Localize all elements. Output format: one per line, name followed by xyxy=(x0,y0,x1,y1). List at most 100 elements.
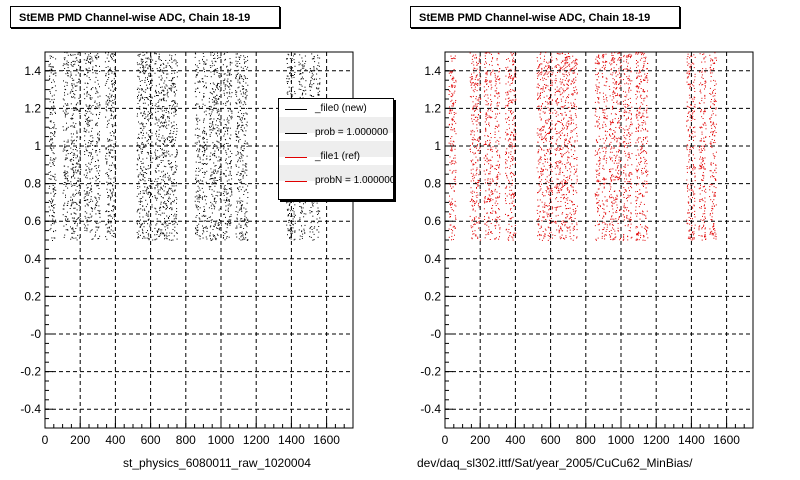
data-point xyxy=(287,81,289,83)
data-point xyxy=(304,224,306,226)
data-point xyxy=(98,117,100,119)
data-point xyxy=(163,99,165,101)
data-point xyxy=(242,129,243,131)
data-point xyxy=(161,121,162,123)
data-point xyxy=(242,95,244,97)
data-point xyxy=(449,112,451,114)
data-point xyxy=(309,86,311,88)
data-point xyxy=(111,156,112,158)
data-point xyxy=(195,64,196,66)
data-point xyxy=(309,210,311,212)
data-point xyxy=(112,188,114,190)
data-point xyxy=(114,176,116,178)
data-point xyxy=(454,176,456,178)
data-point xyxy=(211,219,213,221)
data-point xyxy=(497,75,499,77)
data-point xyxy=(316,67,318,69)
data-point xyxy=(286,81,288,83)
data-point xyxy=(230,74,232,76)
data-point xyxy=(494,95,496,97)
data-point xyxy=(171,181,173,183)
data-point xyxy=(318,87,320,89)
data-point xyxy=(51,113,53,115)
data-point xyxy=(171,169,173,171)
data-point xyxy=(203,86,205,88)
data-point xyxy=(212,181,214,183)
data-point xyxy=(173,194,175,196)
data-point xyxy=(137,64,139,66)
data-point xyxy=(79,78,81,80)
data-point xyxy=(147,98,148,100)
data-point xyxy=(202,53,204,54)
data-point xyxy=(469,80,471,82)
data-point xyxy=(92,105,94,106)
data-point xyxy=(158,165,159,167)
data-point xyxy=(70,91,72,93)
data-point xyxy=(139,80,141,82)
data-point xyxy=(217,130,219,132)
data-point xyxy=(196,75,198,76)
data-point xyxy=(215,202,217,204)
data-point xyxy=(230,188,232,190)
data-point xyxy=(112,146,114,147)
data-point xyxy=(293,208,294,210)
data-point xyxy=(155,111,157,113)
data-point xyxy=(472,205,474,207)
data-point xyxy=(176,232,178,234)
data-point xyxy=(215,103,217,105)
data-point xyxy=(449,91,451,93)
data-point xyxy=(239,158,241,160)
data-point xyxy=(143,226,145,228)
data-point xyxy=(229,173,231,175)
data-point xyxy=(247,56,248,58)
data-point xyxy=(74,212,76,214)
data-point xyxy=(163,143,165,145)
data-point xyxy=(215,103,217,105)
data-point xyxy=(240,206,242,208)
data-point xyxy=(66,178,68,179)
data-point xyxy=(94,196,96,198)
data-point xyxy=(471,58,473,60)
data-point xyxy=(137,149,139,151)
data-point xyxy=(110,108,112,110)
data-point xyxy=(194,82,196,84)
data-point xyxy=(86,177,88,179)
data-point xyxy=(239,197,241,199)
data-point xyxy=(54,237,56,239)
data-point xyxy=(489,125,490,127)
data-point xyxy=(142,209,144,211)
data-point xyxy=(473,85,475,86)
data-point xyxy=(149,167,151,169)
data-point xyxy=(154,153,156,155)
data-point xyxy=(492,57,494,59)
data-point xyxy=(72,228,74,230)
data-point xyxy=(140,167,141,169)
data-point xyxy=(174,102,175,104)
data-point xyxy=(203,68,205,70)
data-point xyxy=(224,73,226,75)
data-point xyxy=(170,239,172,241)
data-point xyxy=(86,230,88,232)
data-point xyxy=(469,52,471,54)
data-point xyxy=(226,119,228,121)
data-point xyxy=(498,166,500,168)
data-point xyxy=(298,229,300,231)
data-point xyxy=(495,220,497,221)
data-point xyxy=(156,156,158,158)
data-point xyxy=(485,130,487,132)
data-point xyxy=(176,153,178,155)
data-point xyxy=(293,239,295,241)
data-point xyxy=(470,187,472,189)
data-point xyxy=(151,187,153,189)
data-point xyxy=(471,139,473,140)
data-point xyxy=(140,198,142,199)
data-point xyxy=(196,69,198,71)
data-point xyxy=(242,160,244,162)
data-point xyxy=(226,200,228,202)
data-point xyxy=(471,199,473,201)
y-tick-label: -0 xyxy=(30,327,41,341)
data-point xyxy=(512,216,514,218)
data-point xyxy=(52,201,53,203)
data-point xyxy=(140,64,142,66)
data-point xyxy=(160,65,162,66)
